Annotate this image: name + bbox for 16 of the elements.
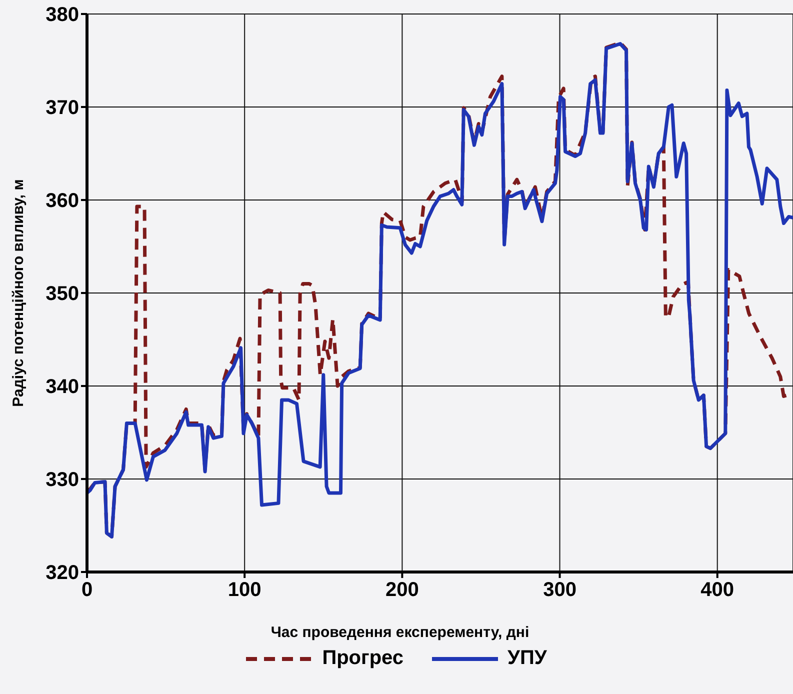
x-tick-label: 0 <box>81 579 93 602</box>
x-axis-title: Час проведення експеременту, дні <box>270 624 530 641</box>
y-tick-label: 350 <box>46 283 79 306</box>
legend-label: УПУ <box>508 647 547 670</box>
y-tick-label: 370 <box>46 97 79 120</box>
y-tick-label: 380 <box>46 4 79 26</box>
x-tick-label: 300 <box>543 579 576 602</box>
y-tick-label: 330 <box>46 469 79 492</box>
y-tick-label: 320 <box>46 562 79 584</box>
y-tick-label: 360 <box>46 190 79 212</box>
y-axis-title: Радіус потенційного впливу, м <box>10 179 26 407</box>
legend-label: Прогрес <box>322 647 404 670</box>
x-tick-label: 400 <box>700 579 734 602</box>
x-tick-label: 100 <box>228 579 262 602</box>
x-tick-label: 200 <box>385 579 419 602</box>
y-tick-label: 340 <box>46 376 79 398</box>
